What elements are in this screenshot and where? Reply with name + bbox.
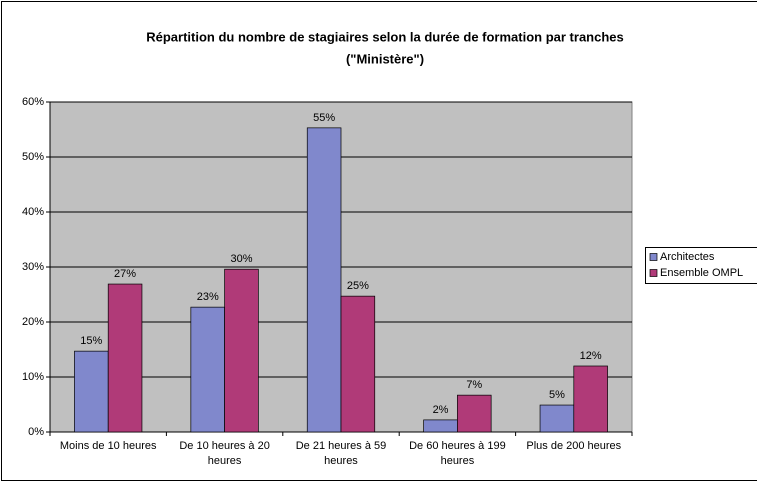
x-tick-label: De 60 heures à 199 heures — [409, 440, 506, 467]
bar — [306, 127, 342, 433]
bar — [74, 350, 109, 433]
bar — [340, 295, 376, 433]
bar — [457, 394, 492, 433]
legend-label: Architectes — [660, 251, 715, 263]
y-tick-label: 10% — [22, 371, 44, 383]
x-tick-label: Moins de 10 heures — [60, 440, 157, 452]
bar — [423, 419, 458, 433]
value-label: 25% — [347, 280, 369, 292]
value-label: 23% — [197, 291, 219, 303]
bar — [539, 404, 575, 433]
x-tick-label: De 21 heures à 59 heures — [296, 440, 387, 467]
legend-swatch — [649, 269, 658, 277]
value-label: 30% — [230, 253, 252, 265]
x-tick-label: Plus de 200 heures — [526, 440, 621, 452]
y-tick-label: 0% — [28, 426, 44, 438]
value-label: 5% — [549, 389, 565, 401]
bar — [573, 365, 608, 433]
bar — [107, 283, 143, 433]
chart-title: Répartition du nombre de stagiaires selo… — [146, 29, 624, 44]
y-tick-label: 30% — [22, 261, 44, 273]
x-tick-label: De 10 heures à 20 heures — [179, 440, 270, 467]
legend-box — [645, 247, 757, 284]
value-label: 55% — [313, 112, 335, 124]
y-tick-label: 40% — [22, 206, 44, 218]
value-label: 2% — [433, 404, 449, 416]
legend-swatch — [649, 253, 658, 261]
y-tick-label: 60% — [22, 96, 44, 108]
value-label: 15% — [80, 335, 102, 347]
y-tick-label: 20% — [22, 316, 44, 328]
bar — [190, 306, 225, 433]
y-tick-label: 50% — [22, 151, 44, 163]
bar — [224, 268, 259, 433]
chart-subtitle: ("Ministère") — [346, 51, 424, 66]
value-label: 12% — [580, 350, 602, 362]
value-label: 27% — [114, 268, 136, 280]
value-label: 7% — [466, 379, 482, 391]
legend-label: Ensemble OMPL — [660, 267, 743, 279]
